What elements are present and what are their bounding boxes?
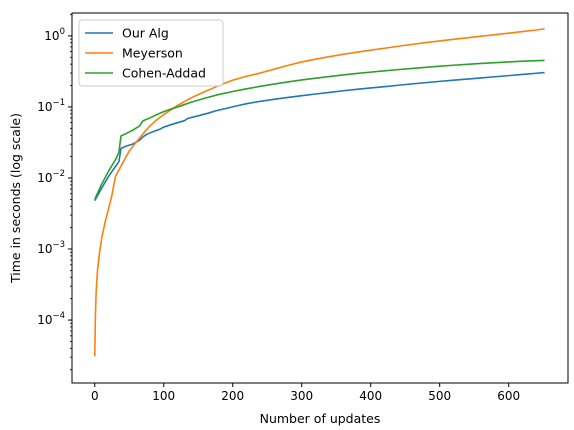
x-tick-label: 400 (359, 389, 382, 403)
legend-box (78, 19, 224, 87)
y-tick-label: 100 (44, 27, 65, 43)
y-tick-label: 10−4 (37, 311, 65, 327)
y-tick-label: 10−1 (37, 98, 65, 114)
legend-label-2: Cohen-Addad (122, 66, 206, 81)
x-tick-label: 500 (428, 389, 451, 403)
legend-items: Our Alg Meyerson Cohen-Addad (85, 26, 206, 81)
legend: Our Alg Meyerson Cohen-Addad (78, 19, 224, 87)
x-axis-label: Number of updates (260, 411, 381, 426)
y-tick-label: 10−2 (37, 169, 65, 185)
y-tick-label: 10−3 (37, 240, 65, 256)
x-tick-label: 0 (91, 389, 99, 403)
y-axis-ticks: 10−4 10−3 10−2 10−1 100 (37, 14, 72, 371)
x-tick-label: 300 (290, 389, 313, 403)
x-tick-label: 600 (497, 389, 520, 403)
series-line-0 (94, 71, 545, 202)
legend-label-1: Meyerson (122, 46, 183, 61)
y-axis-label: Time in seconds (log scale) (8, 113, 23, 284)
series-line-1 (93, 27, 545, 357)
legend-label-0: Our Alg (122, 26, 169, 41)
series-line-2 (94, 59, 545, 200)
series-layer (93, 27, 545, 357)
x-axis-ticks: 0 100 200 300 400 500 600 (91, 383, 520, 403)
plot-frame (71, 12, 569, 384)
x-tick-label: 100 (152, 389, 175, 403)
x-tick-label: 200 (221, 389, 244, 403)
